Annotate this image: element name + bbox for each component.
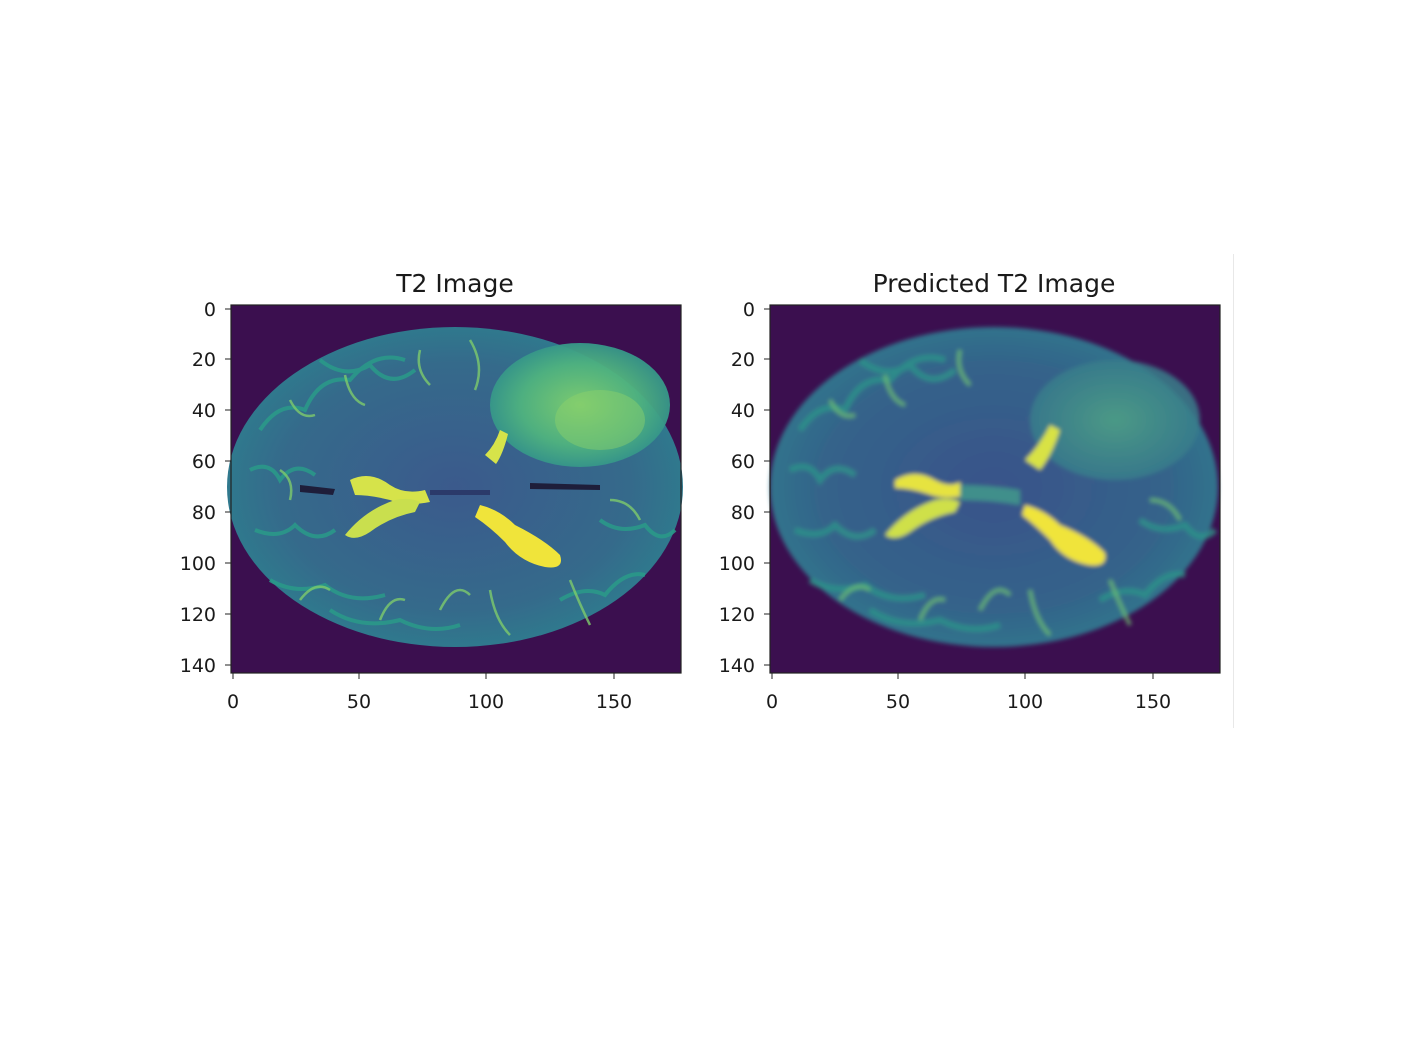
brain-scan-image: [227, 327, 683, 647]
brain-scan-image: [770, 327, 1218, 647]
x-tick-label: 150: [1135, 691, 1171, 713]
figure-divider: [1233, 254, 1234, 728]
x-tick-label: 100: [468, 691, 504, 713]
y-tick-label: 20: [192, 349, 216, 371]
x-axis: 0 50 100 150: [766, 673, 1171, 713]
y-tick-label: 0: [204, 299, 216, 321]
y-tick-label: 140: [180, 655, 216, 677]
x-tick-label: 150: [596, 691, 632, 713]
y-axis: 0 20 40 60 80 100 120 140: [180, 299, 231, 677]
x-tick-label: 0: [227, 691, 239, 713]
y-tick-label: 40: [192, 400, 216, 422]
panel-t2-image: T2 Image: [180, 269, 683, 713]
y-tick-label: 100: [180, 553, 216, 575]
y-axis: 0 20 40 60 80 100 120 140: [719, 299, 770, 677]
y-tick-label: 120: [180, 604, 216, 626]
y-tick-label: 120: [719, 604, 755, 626]
y-tick-label: 140: [719, 655, 755, 677]
y-tick-label: 80: [731, 502, 755, 524]
panel-title: Predicted T2 Image: [873, 269, 1116, 298]
axes-frame: [230, 304, 682, 674]
x-tick-label: 100: [1007, 691, 1043, 713]
x-tick-label: 0: [766, 691, 778, 713]
y-tick-label: 60: [731, 451, 755, 473]
y-tick-label: 20: [731, 349, 755, 371]
axes-frame: [769, 304, 1221, 674]
x-axis: 0 50 100 150: [227, 673, 632, 713]
y-tick-label: 100: [719, 553, 755, 575]
y-tick-label: 40: [731, 400, 755, 422]
panel-title: T2 Image: [395, 269, 513, 298]
x-tick-label: 50: [886, 691, 910, 713]
y-tick-label: 0: [743, 299, 755, 321]
y-tick-label: 60: [192, 451, 216, 473]
x-tick-label: 50: [347, 691, 371, 713]
panel-predicted-t2-image: Predicted T2 Image: [719, 269, 1221, 713]
y-tick-label: 80: [192, 502, 216, 524]
